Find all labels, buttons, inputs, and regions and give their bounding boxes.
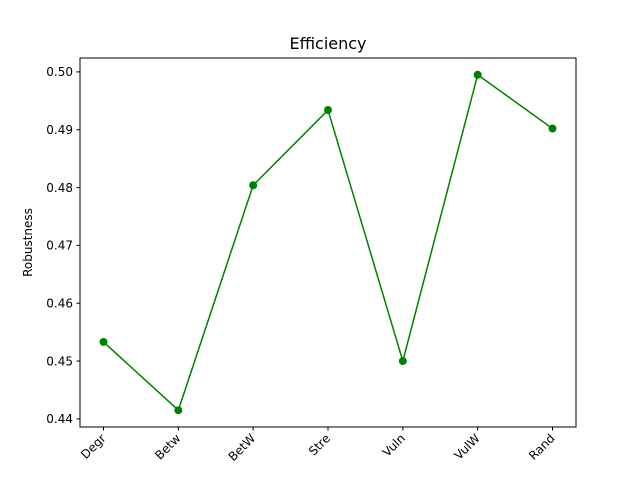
- data-point: [99, 337, 108, 346]
- y-tick-label: 0.46: [46, 297, 73, 311]
- y-axis: 0.44 0.45 0.46 0.47 0.48 0.49 0.50: [46, 65, 80, 426]
- data-point: [548, 124, 557, 133]
- series-line: [102, 74, 553, 411]
- x-tick-label: Degr: [78, 431, 109, 462]
- x-axis: Degr Betw BetW Stre Vuln VulW Rand: [78, 427, 558, 464]
- x-tick-label: VulW: [452, 431, 483, 462]
- y-axis-label: Robustness: [21, 208, 35, 277]
- chart-title: Efficiency: [289, 34, 366, 53]
- axes-frame: [79, 57, 577, 428]
- y-tick-label: 0.45: [46, 354, 73, 368]
- x-tick-label: Vuln: [380, 431, 408, 459]
- x-tick-label: Betw: [152, 431, 183, 462]
- y-tick-label: 0.48: [46, 181, 73, 195]
- data-point: [174, 406, 183, 415]
- data-point: [324, 106, 332, 115]
- x-tick-label: Stre: [306, 431, 333, 458]
- data-point: [473, 70, 482, 79]
- y-tick-label: 0.44: [46, 412, 73, 426]
- data-point: [398, 357, 407, 366]
- x-tick-label: BetW: [226, 431, 259, 464]
- x-tick-label: Rand: [526, 431, 558, 463]
- y-tick-label: 0.50: [46, 65, 73, 79]
- data-point: [249, 181, 258, 190]
- plot-area: [99, 70, 557, 415]
- y-tick-label: 0.47: [46, 239, 73, 253]
- y-tick-label: 0.49: [46, 123, 73, 137]
